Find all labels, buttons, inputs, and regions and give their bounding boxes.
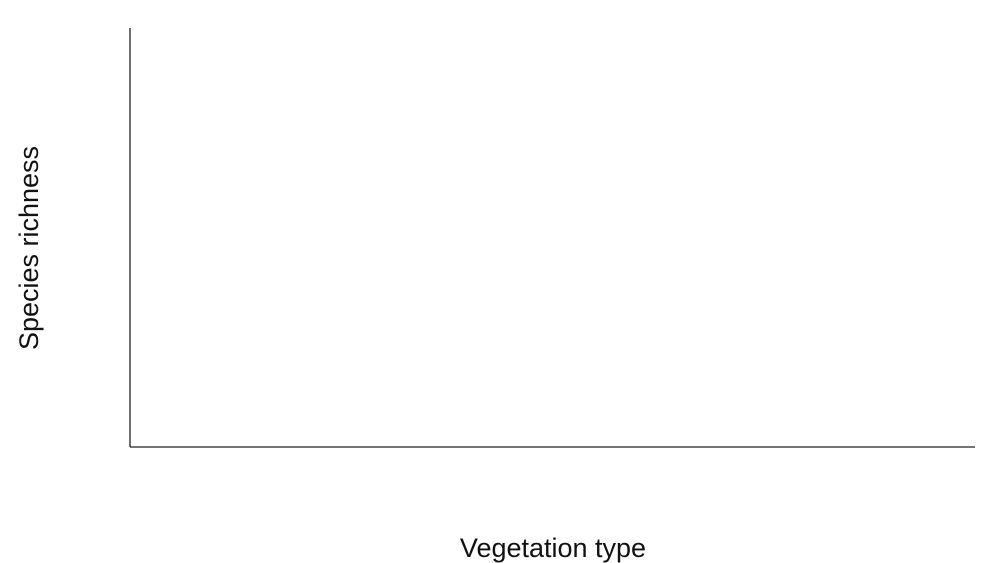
x-axis-title: Vegetation type: [460, 533, 646, 563]
y-axis-title: Species richness: [14, 146, 44, 350]
